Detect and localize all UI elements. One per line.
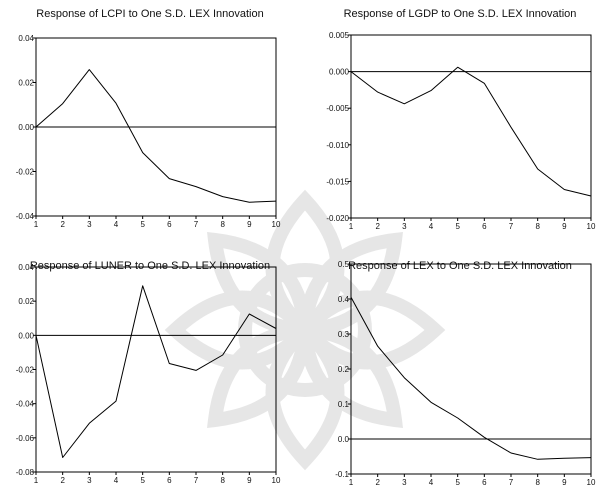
y-tick-label: -0.1 (335, 470, 349, 479)
chart-panel-lgdp: Response of LGDP to One S.D. LEX Innovat… (310, 8, 610, 231)
line-chart-lcpi: 0.04 0.02 0.00 -0.02 -0.041 2 3 4 5 6 7 8 9 10 (16, 34, 281, 229)
chart-panel-luner: Response of LUNER to One S.D. LEX Innova… (0, 260, 300, 494)
x-tick-label: 10 (272, 476, 281, 485)
x-tick-label: 7 (509, 222, 514, 231)
x-tick-label: 8 (535, 222, 540, 231)
x-tick-label: 10 (587, 478, 596, 487)
y-tick-label: 0.4 (338, 295, 350, 304)
x-tick-label: 8 (220, 220, 225, 229)
x-tick-label: 10 (272, 220, 281, 229)
y-tick-label: -0.06 (16, 434, 35, 443)
y-tick-label: 0.5 (338, 260, 350, 269)
chart-panel-lcpi: Response of LCPI to One S.D. LEX Innovat… (0, 8, 300, 229)
line-chart-luner: 0.04 0.02 0.00 -0.02 -0.04 -0.06 -0.081 2 3 4 5 6 7 8… (16, 263, 281, 485)
x-tick-label: 3 (87, 476, 92, 485)
plot-frame (35, 266, 277, 473)
response-line (350, 66, 592, 197)
x-tick-label: 5 (455, 222, 460, 231)
y-tick-label: 0.3 (338, 330, 350, 339)
x-tick-label: 7 (509, 478, 514, 487)
x-tick-label: 1 (34, 476, 39, 485)
y-tick-label: 0.04 (18, 34, 34, 43)
y-tick-label: 0.02 (18, 297, 34, 306)
plot-frame (350, 34, 592, 219)
x-tick-label: 9 (247, 476, 252, 485)
y-tick-label: 0.02 (18, 79, 34, 88)
y-tick-label: 0.1 (338, 400, 350, 409)
x-tick-label: 7 (194, 476, 199, 485)
y-tick-label: 0.04 (18, 263, 34, 272)
x-tick-label: 6 (482, 478, 487, 487)
y-tick-label: -0.08 (16, 468, 35, 477)
x-tick-label: 8 (535, 478, 540, 487)
response-line (350, 297, 592, 460)
y-tick-label: 0.00 (18, 331, 34, 340)
x-tick-label: 10 (587, 222, 596, 231)
y-tick-label: -0.020 (326, 214, 349, 223)
y-tick-label: -0.04 (16, 400, 35, 409)
response-line (35, 69, 277, 203)
x-tick-label: 5 (455, 478, 460, 487)
y-tick-label: -0.02 (16, 168, 35, 177)
x-tick-label: 9 (562, 478, 567, 487)
y-tick-label: 0.0 (338, 435, 350, 444)
chart-panel-lex: Response of LEX to One S.D. LEX Innovati… (310, 260, 610, 494)
response-line (35, 285, 277, 458)
chart-title: Response of LEX to One S.D. LEX Innovati… (348, 260, 572, 272)
line-chart-lex: 0.5 0.4 0.3 0.2 0.1 0.0 -0.11 2 3 4 5 6 7 8 9 10 (335, 260, 596, 487)
x-tick-label: 7 (194, 220, 199, 229)
chart-title: Response of LCPI to One S.D. LEX Innovat… (36, 8, 264, 20)
y-tick-label: -0.005 (326, 104, 349, 113)
chart-title: Response of LGDP to One S.D. LEX Innovat… (343, 8, 577, 20)
x-tick-label: 3 (402, 222, 407, 231)
x-tick-label: 2 (60, 220, 65, 229)
x-tick-label: 5 (140, 220, 145, 229)
chart-title: Response of LUNER to One S.D. LEX Innova… (29, 260, 271, 272)
y-tick-label: -0.04 (16, 212, 35, 221)
x-tick-label: 4 (114, 220, 119, 229)
x-tick-label: 8 (220, 476, 225, 485)
x-tick-label: 1 (34, 220, 39, 229)
x-tick-label: 5 (140, 476, 145, 485)
y-tick-label: -0.010 (326, 141, 349, 150)
x-tick-label: 1 (349, 478, 354, 487)
x-tick-label: 2 (60, 476, 65, 485)
x-tick-label: 4 (114, 476, 119, 485)
x-tick-label: 6 (482, 222, 487, 231)
x-tick-label: 4 (429, 478, 434, 487)
y-tick-label: 0.005 (329, 31, 350, 40)
x-tick-label: 1 (349, 222, 354, 231)
y-tick-label: -0.02 (16, 366, 35, 375)
y-tick-label: 0.000 (329, 68, 350, 77)
x-tick-label: 2 (375, 478, 380, 487)
plot-frame (350, 263, 592, 475)
x-tick-label: 3 (87, 220, 92, 229)
y-tick-label: 0.00 (18, 123, 34, 132)
y-tick-label: -0.015 (326, 177, 349, 186)
x-tick-label: 4 (429, 222, 434, 231)
y-tick-label: 0.2 (338, 365, 350, 374)
x-tick-label: 9 (247, 220, 252, 229)
x-tick-label: 2 (375, 222, 380, 231)
x-tick-label: 9 (562, 222, 567, 231)
x-tick-label: 6 (167, 476, 172, 485)
x-tick-label: 6 (167, 220, 172, 229)
x-tick-label: 3 (402, 478, 407, 487)
